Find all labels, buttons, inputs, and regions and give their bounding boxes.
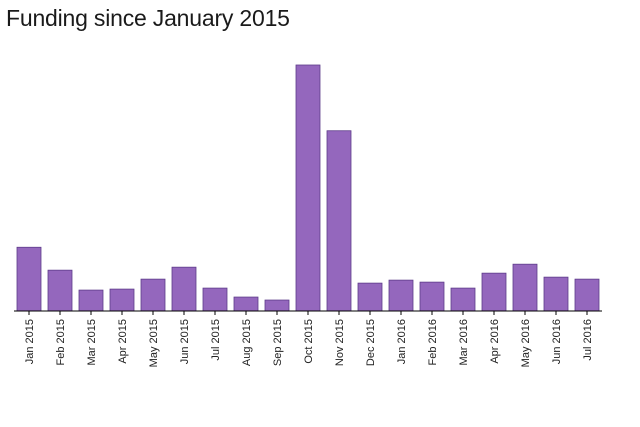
bar-jan-2016: [388, 279, 414, 312]
bar-jan-2015: [16, 246, 42, 312]
x-tick-label: Dec 2015: [365, 319, 377, 366]
bar-sep-2015: [264, 299, 290, 312]
x-tick-label: Jun 2015: [179, 319, 191, 364]
bar-dec-2015: [357, 282, 383, 312]
x-tick-label: Jul 2016: [582, 319, 594, 361]
x-tick-label: Oct 2015: [303, 319, 315, 364]
x-tick-label: Jan 2016: [396, 319, 408, 364]
x-tick-label: Mar 2016: [458, 319, 470, 365]
bar-feb-2016: [419, 281, 445, 312]
x-tick-labels: Jan 2015 Feb 2015 Mar 2015 Apr 2015 May 2015…: [24, 311, 594, 367]
x-tick-label: Sep 2015: [272, 319, 284, 366]
x-tick-label: Apr 2015: [117, 319, 129, 364]
x-tick-label: Apr 2016: [489, 319, 501, 364]
bar-jul-2015: [202, 287, 228, 312]
bar-may-2015: [140, 278, 166, 312]
bar-feb-2015: [47, 269, 73, 312]
x-tick-label: Jul 2015: [210, 319, 222, 361]
bars-group: [16, 64, 600, 312]
bar-jul-2016: [574, 278, 600, 312]
x-tick-label: May 2016: [520, 319, 532, 367]
chart-title: Funding since January 2015: [6, 5, 290, 31]
bar-apr-2016: [481, 272, 507, 312]
x-tick-label: Mar 2015: [86, 319, 98, 365]
bar-mar-2016: [450, 287, 476, 312]
bar-mar-2015: [78, 289, 104, 312]
x-tick-label: Jun 2016: [551, 319, 563, 364]
x-tick-label: Jan 2015: [24, 319, 36, 364]
x-tick-label: May 2015: [148, 319, 160, 367]
bar-may-2016: [512, 263, 538, 312]
bar-apr-2015: [109, 288, 135, 312]
x-tick-label: Feb 2016: [427, 319, 439, 365]
bar-aug-2015: [233, 296, 259, 312]
bar-oct-2015: [295, 64, 321, 312]
bar-jun-2015: [171, 266, 197, 312]
bar-jun-2016: [543, 276, 569, 312]
x-tick-label: Feb 2015: [55, 319, 67, 365]
x-tick-label: Nov 2015: [334, 319, 346, 366]
x-tick-label: Aug 2015: [241, 319, 253, 366]
bar-nov-2015: [326, 130, 352, 312]
